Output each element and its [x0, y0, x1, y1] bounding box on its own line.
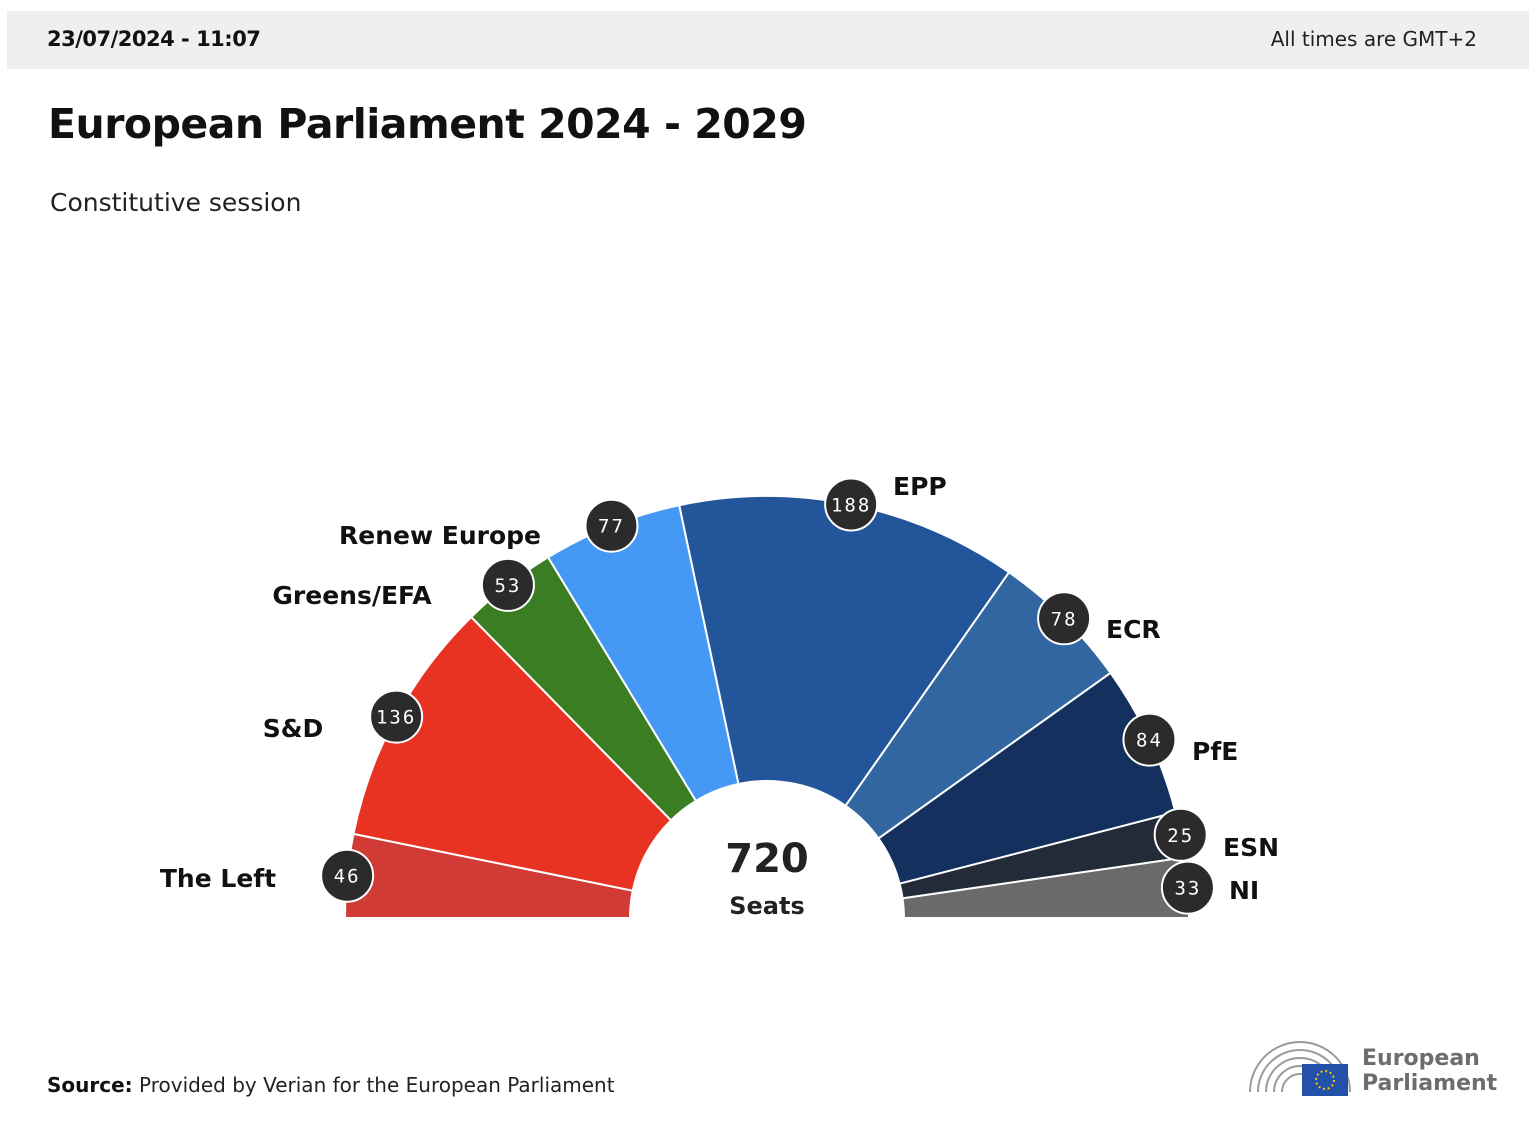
party-label: NI [1229, 876, 1259, 905]
header-bar: 23/07/2024 - 11:07 All times are GMT+2 [7, 11, 1529, 69]
segment-epp [678, 495, 1011, 808]
seat-badge: 188 [824, 477, 879, 532]
eu-flag-icon [1302, 1064, 1348, 1096]
seat-badge: 136 [369, 689, 424, 744]
total-seats-label: Seats [729, 892, 805, 920]
seat-count: 77 [598, 516, 625, 538]
party-label: The Left [160, 864, 276, 893]
seat-badge: 84 [1122, 712, 1177, 767]
seat-count: 33 [1174, 878, 1201, 900]
logo-line1: European [1362, 1046, 1480, 1071]
party-label: PfE [1192, 737, 1238, 766]
seat-count: 46 [334, 866, 361, 888]
seat-badge: 25 [1153, 807, 1208, 862]
page-title: European Parliament 2024 - 2029 [48, 100, 807, 148]
party-label: Greens/EFA [272, 581, 432, 610]
seat-count: 84 [1136, 730, 1163, 752]
datetime: 23/07/2024 - 11:07 [47, 27, 261, 51]
party-label: ECR [1106, 615, 1161, 644]
seat-count: 53 [494, 575, 521, 597]
seat-badge: 33 [1160, 860, 1215, 915]
seat-count: 188 [831, 494, 871, 516]
seat-badge: 78 [1037, 591, 1092, 646]
party-label: EPP [893, 472, 947, 501]
source-text: Provided by Verian for the European Parl… [139, 1073, 615, 1097]
seat-badge: 46 [320, 848, 375, 903]
total-seats-value: 720 [725, 836, 809, 882]
source-label: Source: [47, 1073, 133, 1097]
seat-count: 78 [1051, 608, 1078, 630]
party-label: Renew Europe [339, 521, 541, 550]
seat-badge: 77 [584, 498, 639, 553]
european-parliament-logo: European Parliament [1246, 1036, 1498, 1100]
party-label: ESN [1223, 833, 1279, 862]
seat-count: 25 [1167, 825, 1194, 847]
seat-count: 136 [376, 707, 416, 729]
hemicycle-logo-icon [1249, 1041, 1351, 1096]
seat-badge: 53 [480, 557, 535, 612]
subtitle: Constitutive session [50, 188, 302, 217]
source-note: Source: Provided by Verian for the Europ… [47, 1073, 615, 1097]
party-label: S&D [263, 714, 324, 743]
timezone-note: All times are GMT+2 [1270, 27, 1477, 51]
segment-s-d [352, 615, 673, 892]
logo-line2: Parliament [1362, 1071, 1498, 1096]
